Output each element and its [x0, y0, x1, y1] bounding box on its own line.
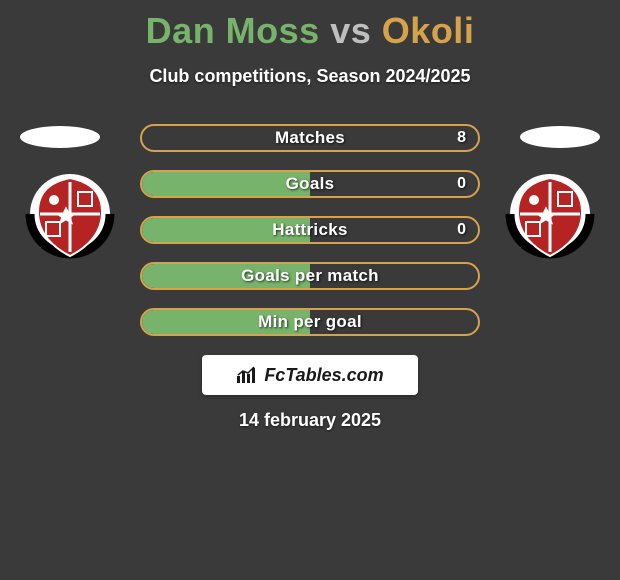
- player2-disc: [520, 126, 600, 148]
- stat-value-right: 0: [457, 172, 466, 196]
- stat-label: Goals: [142, 172, 478, 196]
- player1-disc: [20, 126, 100, 148]
- stat-row: Goals per match: [140, 262, 480, 290]
- player1-club-badge: [20, 172, 120, 272]
- date-label: 14 february 2025: [0, 410, 620, 431]
- subtitle: Club competitions, Season 2024/2025: [0, 66, 620, 87]
- watermark-text: FcTables.com: [264, 365, 383, 386]
- chart-icon: [236, 366, 258, 384]
- stat-label: Goals per match: [142, 264, 478, 288]
- player1-name: Dan Moss: [146, 10, 320, 51]
- watermark: FcTables.com: [202, 355, 418, 395]
- stat-row: Min per goal: [140, 308, 480, 336]
- stat-row: Matches8: [140, 124, 480, 152]
- player2-name: Okoli: [382, 10, 475, 51]
- stat-row: Hattricks0: [140, 216, 480, 244]
- stat-label: Min per goal: [142, 310, 478, 334]
- stat-value-right: 0: [457, 218, 466, 242]
- stat-label: Hattricks: [142, 218, 478, 242]
- player2-club-badge: [500, 172, 600, 272]
- stats-rows: Matches8Goals0Hattricks0Goals per matchM…: [140, 124, 480, 336]
- stat-row: Goals0: [140, 170, 480, 198]
- vs-separator: vs: [330, 10, 371, 51]
- stat-value-right: 8: [457, 126, 466, 150]
- comparison-title: Dan Moss vs Okoli: [0, 0, 620, 52]
- stat-label: Matches: [142, 126, 478, 150]
